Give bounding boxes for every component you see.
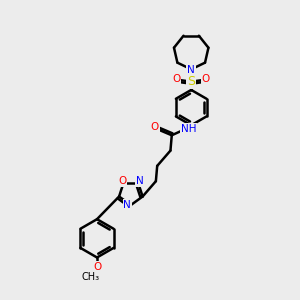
Text: N: N [187,65,195,75]
Text: O: O [172,74,181,84]
Text: O: O [118,176,126,186]
Text: S: S [187,75,195,88]
Text: CH₃: CH₃ [81,272,99,282]
Text: O: O [202,74,210,84]
Text: N: N [136,176,143,186]
Text: NH: NH [181,124,196,134]
Text: N: N [124,200,131,210]
Text: O: O [151,122,159,132]
Text: O: O [93,262,101,272]
